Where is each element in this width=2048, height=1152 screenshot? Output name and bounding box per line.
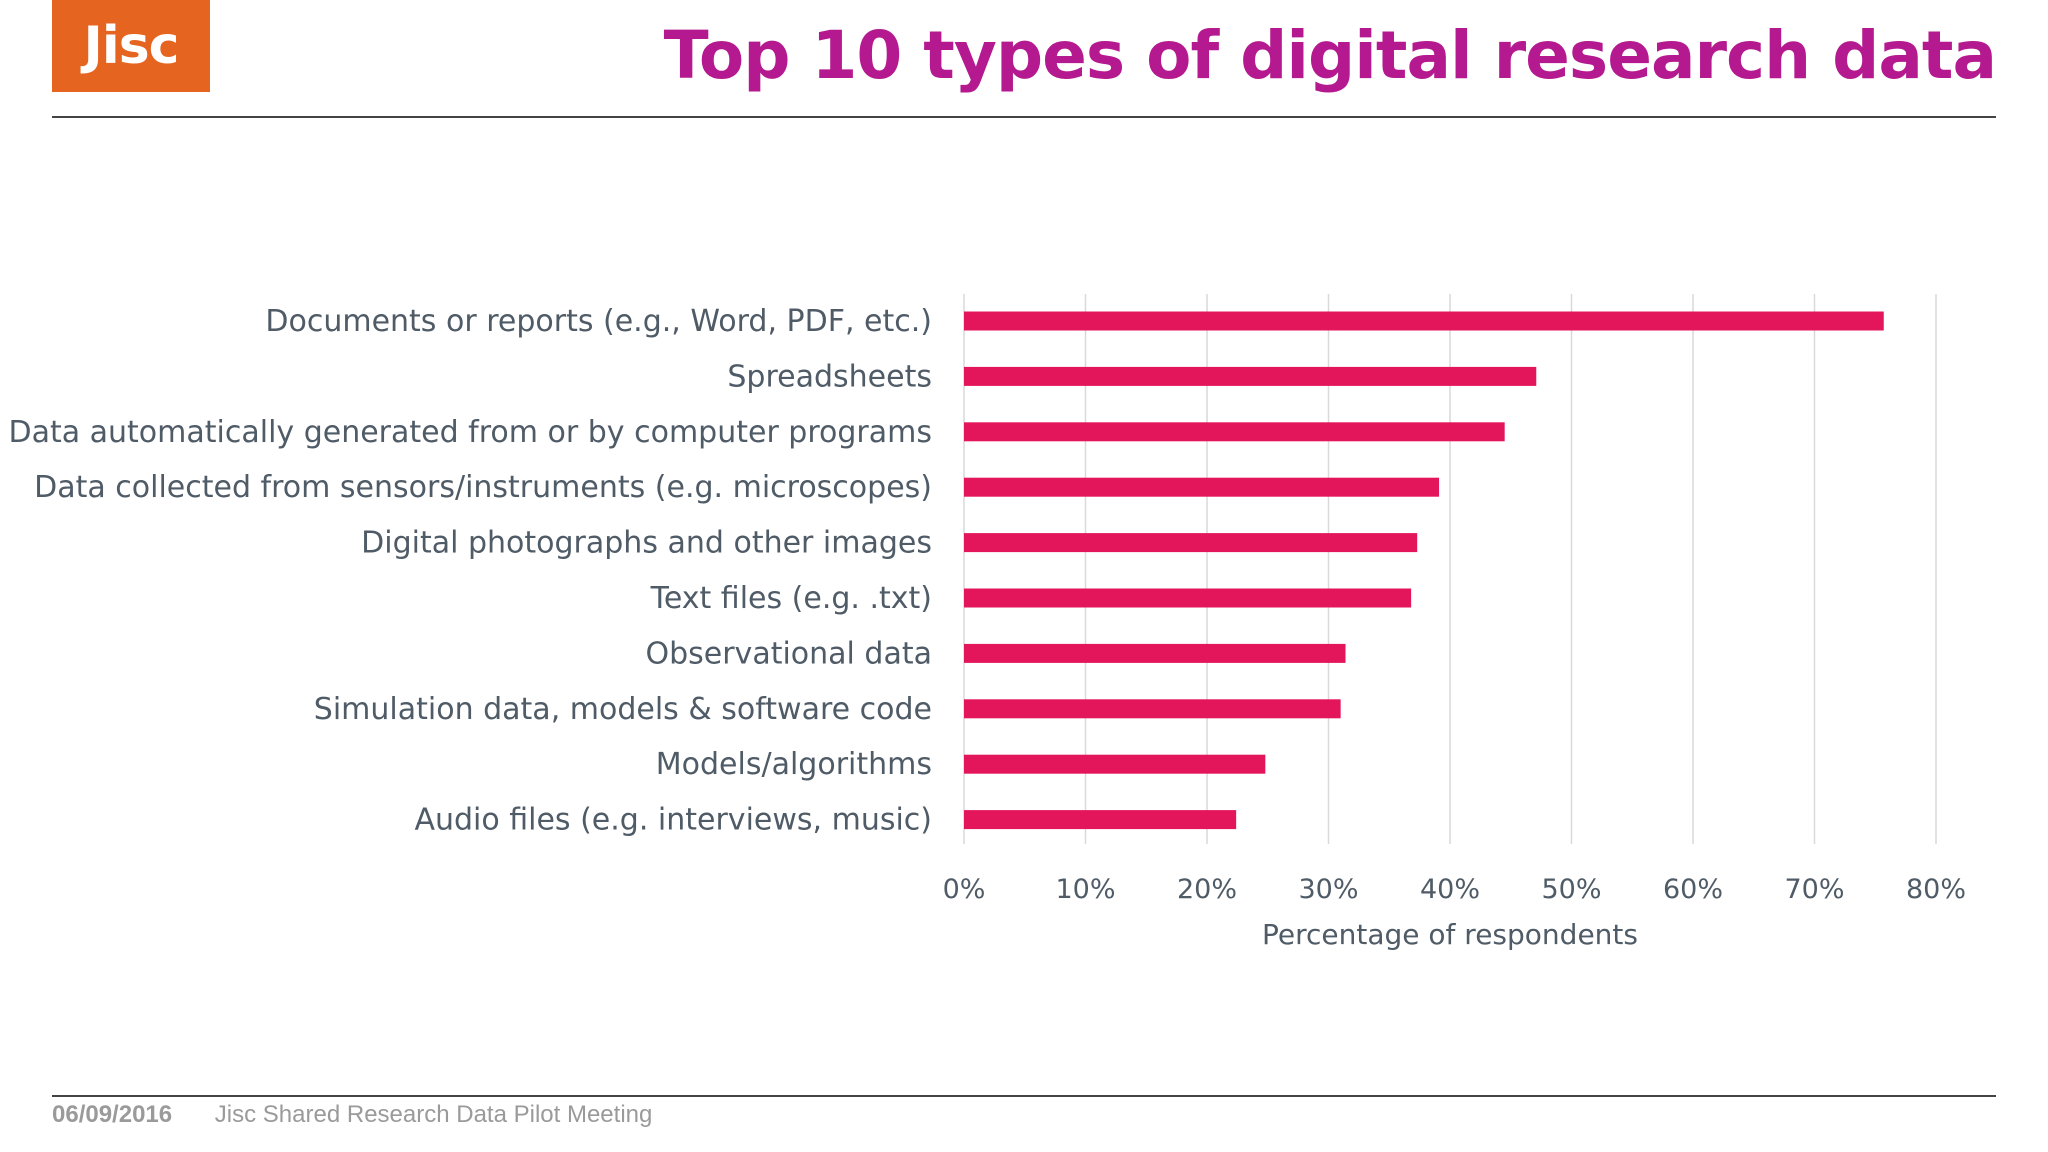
category-label: Text files (e.g. .txt): [650, 581, 932, 616]
x-tick-label: 60%: [1663, 874, 1723, 905]
chart-bars: [964, 311, 1884, 830]
category-label: Observational data: [645, 636, 932, 671]
x-axis-label: Percentage of respondents: [1262, 918, 1638, 951]
x-tick-label: 70%: [1784, 874, 1844, 905]
x-tick-label: 0%: [943, 874, 986, 905]
category-label: Data automatically generated from or by …: [8, 415, 932, 450]
footer-date: 06/09/2016: [52, 1101, 173, 1128]
footer-meeting-name: Jisc Shared Research Data Pilot Meeting: [214, 1101, 653, 1128]
category-label: Models/algorithms: [656, 747, 932, 782]
bar: [964, 588, 1412, 608]
chart-category-labels: Documents or reports (e.g., Word, PDF, e…: [8, 304, 932, 838]
category-label: Audio files (e.g. interviews, music): [414, 803, 932, 838]
logo-text: Jisc: [83, 16, 180, 76]
bar: [964, 422, 1505, 442]
bar: [964, 643, 1346, 663]
category-label: Documents or reports (e.g., Word, PDF, e…: [265, 304, 932, 339]
x-tick-label: 10%: [1055, 874, 1115, 905]
chart-x-tick-labels: 0% 10% 20% 30% 40% 50% 60% 70% 80%: [943, 874, 1966, 905]
bar: [964, 810, 1237, 830]
page-title: Top 10 types of digital research data: [663, 17, 1997, 94]
footer-divider: [52, 1095, 1996, 1097]
bar: [964, 477, 1440, 497]
bar: [964, 533, 1418, 553]
header-divider: [52, 116, 1996, 118]
jisc-logo: Jisc: [52, 0, 210, 92]
x-tick-label: 40%: [1420, 874, 1480, 905]
bar: [964, 754, 1266, 774]
bar: [964, 366, 1537, 386]
category-label: Simulation data, models & software code: [314, 692, 932, 727]
bar: [964, 311, 1884, 331]
x-tick-label: 20%: [1177, 874, 1237, 905]
category-label: Data collected from sensors/instruments …: [34, 470, 932, 505]
x-tick-label: 30%: [1298, 874, 1358, 905]
x-tick-label: 80%: [1906, 874, 1966, 905]
category-label: Spreadsheets: [727, 359, 932, 394]
footer: 06/09/2016 Jisc Shared Research Data Pil…: [52, 1101, 652, 1129]
x-tick-label: 50%: [1541, 874, 1601, 905]
bar: [964, 699, 1341, 719]
category-label: Digital photographs and other images: [361, 526, 932, 561]
